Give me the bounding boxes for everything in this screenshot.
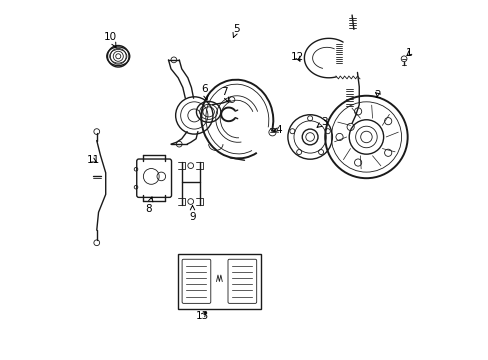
Text: 12: 12 [290, 52, 304, 62]
FancyBboxPatch shape [182, 259, 210, 303]
Text: 7: 7 [221, 87, 228, 103]
FancyBboxPatch shape [227, 259, 256, 303]
Text: 3: 3 [316, 117, 327, 127]
Text: 13: 13 [195, 311, 208, 321]
Bar [178, 253, 260, 309]
Text: 9: 9 [189, 206, 195, 222]
Text: 2: 2 [374, 90, 381, 100]
Text: 11: 11 [86, 155, 100, 165]
Text: 4: 4 [272, 125, 282, 135]
Text: 8: 8 [145, 197, 153, 215]
Text: 6: 6 [201, 84, 208, 100]
Text: 5: 5 [233, 24, 240, 37]
Text: 10: 10 [103, 32, 116, 47]
Text: 1: 1 [406, 48, 412, 58]
